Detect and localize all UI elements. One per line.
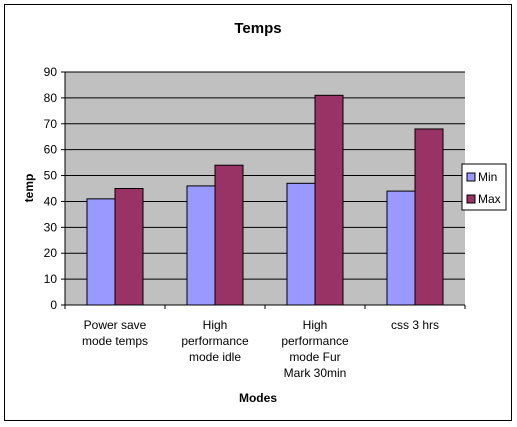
x-tick-label: css 3 hrs bbox=[391, 318, 439, 332]
y-tick-label: 20 bbox=[44, 246, 58, 260]
y-axis-label: temp bbox=[22, 174, 36, 203]
legend-label-max: Max bbox=[478, 192, 501, 206]
bar-max-3 bbox=[314, 94, 344, 306]
y-tick-label: 10 bbox=[44, 272, 58, 286]
y-tick-label: 50 bbox=[44, 169, 58, 183]
legend: Min Max bbox=[461, 163, 507, 211]
x-tick-label: High performance mode Fur Mark 30min bbox=[281, 318, 349, 380]
bar-min-2 bbox=[186, 185, 216, 306]
bar-min-3 bbox=[286, 182, 316, 306]
y-tick-label: 40 bbox=[44, 194, 58, 208]
bar-min-4 bbox=[386, 190, 416, 306]
bar-max-4 bbox=[414, 128, 444, 306]
y-tick-label: 70 bbox=[44, 117, 58, 131]
legend-swatch-min bbox=[466, 172, 476, 182]
x-tick-label: High performance mode idle bbox=[181, 318, 249, 364]
legend-swatch-max bbox=[466, 194, 476, 204]
y-tick-label: 90 bbox=[44, 65, 58, 79]
x-axis-label: Modes bbox=[239, 391, 277, 405]
legend-box bbox=[461, 163, 507, 211]
y-tick-label: 0 bbox=[50, 298, 57, 312]
legend-label-min: Min bbox=[478, 170, 497, 184]
chart-title: Temps bbox=[234, 20, 281, 37]
y-tick-label: 60 bbox=[44, 143, 58, 157]
bar-min-1 bbox=[86, 198, 116, 306]
bar-max-2 bbox=[214, 164, 244, 306]
bar-max-1 bbox=[114, 188, 144, 306]
y-tick-label: 30 bbox=[44, 220, 58, 234]
y-tick-label: 80 bbox=[44, 91, 58, 105]
x-tick-label: Power save mode temps bbox=[82, 318, 148, 348]
